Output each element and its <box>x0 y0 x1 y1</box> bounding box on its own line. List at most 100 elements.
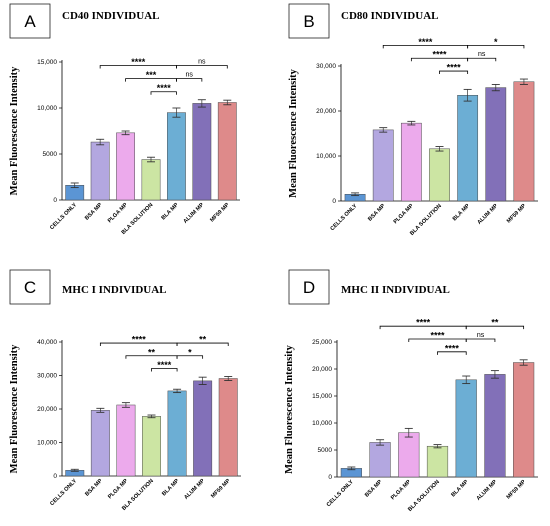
significance-label: ** <box>148 347 156 357</box>
x-tick-label: PLGA MP <box>390 479 412 501</box>
significance-bracket <box>151 368 178 372</box>
x-tick-label: BLA SOLUTION <box>407 479 441 513</box>
y-tick-label: 5000 <box>43 151 58 158</box>
significance-label: ** <box>199 335 207 345</box>
bar-mf59-mp <box>218 378 238 477</box>
significance-bracket <box>467 45 525 49</box>
significance-label: ns <box>198 59 206 66</box>
x-tick-label: MF59 MP <box>209 202 231 224</box>
panel-letter-box <box>288 269 330 305</box>
significance-bracket <box>176 78 203 82</box>
chart-panel-c: C MHC I INDIVIDUAL Mean Fluorescence Inten… <box>9 269 241 512</box>
x-tick-label: MF59 MP <box>210 478 232 500</box>
significance-bracket <box>176 65 228 69</box>
y-tick-label: 30,000 <box>316 63 336 70</box>
significance-label: **** <box>432 50 447 60</box>
x-tick-label: BLA SOLUTION <box>409 203 443 237</box>
significance-label: * <box>188 347 192 357</box>
x-tick-label: PLGA MP <box>393 203 415 225</box>
y-axis-label: Mean Fluorescence Intensity <box>284 344 295 473</box>
y-tick-label: 30,000 <box>37 373 57 380</box>
y-tick-label: 0 <box>53 197 57 204</box>
chart-title: CD80 INDIVIDUAL <box>341 10 438 22</box>
bar-bla-mp <box>455 379 477 478</box>
x-tick-label: CELLS ONLY <box>330 203 359 232</box>
significance-bracket <box>465 325 525 330</box>
y-axis-label: Mean Fluorescence Intensity <box>9 344 20 473</box>
chart-title: MHC II INDIVIDUAL <box>341 284 450 296</box>
bar-bsa-mp <box>90 141 110 201</box>
x-tick-label: CELLS ONLY <box>49 202 78 231</box>
bar-bla-mp <box>167 112 186 201</box>
significance-bracket <box>176 342 229 347</box>
y-tick-label: 10,000 <box>316 153 336 160</box>
significance-label: **** <box>430 330 445 340</box>
x-tick-label: ALUM MP <box>476 203 499 226</box>
y-axis-label: Mean Fluorescence Intensity <box>288 68 299 197</box>
significance-label: **** <box>157 83 172 93</box>
significance-label: **** <box>418 37 433 47</box>
significance-bracket <box>176 355 204 359</box>
significance-label: *** <box>146 70 157 80</box>
significance-bracket <box>467 57 497 62</box>
y-tick-label: 0 <box>332 198 336 205</box>
chart-panel-a: A CD40 INDIVIDUAL Mean Fluorescence Intens… <box>9 3 240 236</box>
significance-label: **** <box>157 360 172 370</box>
y-tick-label: 10,000 <box>37 440 57 447</box>
significance-label: **** <box>416 318 431 328</box>
bar-bla-solution <box>141 159 161 201</box>
bar-bla-solution <box>429 148 450 202</box>
significance-label: ns <box>478 51 486 58</box>
y-axis-label: Mean Fluorescence Intensity <box>9 66 20 195</box>
y-tick-label: 20,000 <box>37 406 57 413</box>
y-tick-label: 10,000 <box>37 105 57 112</box>
x-tick-label: MF59 MP <box>506 479 528 501</box>
x-tick-label: ALUM MP <box>183 202 206 225</box>
bar-alum-mp <box>485 87 507 202</box>
panel-letter: D <box>303 278 315 297</box>
x-tick-label: PLGA MP <box>107 202 129 224</box>
chart-panel-d: D MHC II INDIVIDUAL Mean Fluorescence Inte… <box>284 269 538 513</box>
x-tick-label: CELLS ONLY <box>326 479 355 508</box>
panel-letter-box <box>9 3 51 39</box>
bar-bsa-mp <box>372 129 394 202</box>
y-tick-label: 15,000 <box>37 59 57 66</box>
significance-label: **** <box>445 343 460 353</box>
panel-letter: A <box>24 12 36 31</box>
y-tick-label: 40,000 <box>37 339 57 346</box>
bar-mf59-mp <box>217 102 237 201</box>
bar-bla-solution <box>426 445 449 478</box>
bar-bla-mp <box>457 95 479 202</box>
significance-bracket <box>150 91 177 95</box>
panel-letter-box <box>9 269 51 305</box>
bar-mf59-mp <box>513 81 535 202</box>
x-tick-label: BLA MP <box>161 202 180 221</box>
significance-label: ** <box>491 318 499 328</box>
significance-label: ns <box>185 72 193 79</box>
chart-title: CD40 INDIVIDUAL <box>62 10 159 22</box>
significance-label: * <box>494 37 498 47</box>
panel-letter: B <box>303 12 314 31</box>
bar-bla-mp <box>167 390 187 477</box>
bar-alum-mp <box>484 374 506 478</box>
bar-alum-mp <box>193 380 213 477</box>
x-tick-label: PLGA MP <box>107 478 129 500</box>
x-tick-label: MF59 MP <box>506 203 528 225</box>
chart-panel-b: B CD80 INDIVIDUAL Mean Fluorescence Intens… <box>288 3 538 237</box>
bar-plga-mp <box>400 122 422 202</box>
x-tick-label: CELLS ONLY <box>49 478 78 507</box>
x-tick-label: BSA MP <box>364 479 384 499</box>
bar-plga-mp <box>116 404 136 477</box>
y-tick-label: 15,000 <box>312 393 332 400</box>
y-tick-label: 20,000 <box>312 366 332 373</box>
y-tick-label: 25,000 <box>312 339 332 346</box>
x-tick-label: ALUM MP <box>183 478 206 501</box>
y-tick-label: 10,000 <box>312 420 332 427</box>
x-tick-label: BSA MP <box>84 478 104 498</box>
bar-mf59-mp <box>513 362 535 478</box>
bar-bla-solution <box>142 416 161 477</box>
bar-plga-mp <box>116 132 135 201</box>
x-tick-label: BLA MP <box>452 203 471 222</box>
significance-bracket <box>439 70 469 75</box>
